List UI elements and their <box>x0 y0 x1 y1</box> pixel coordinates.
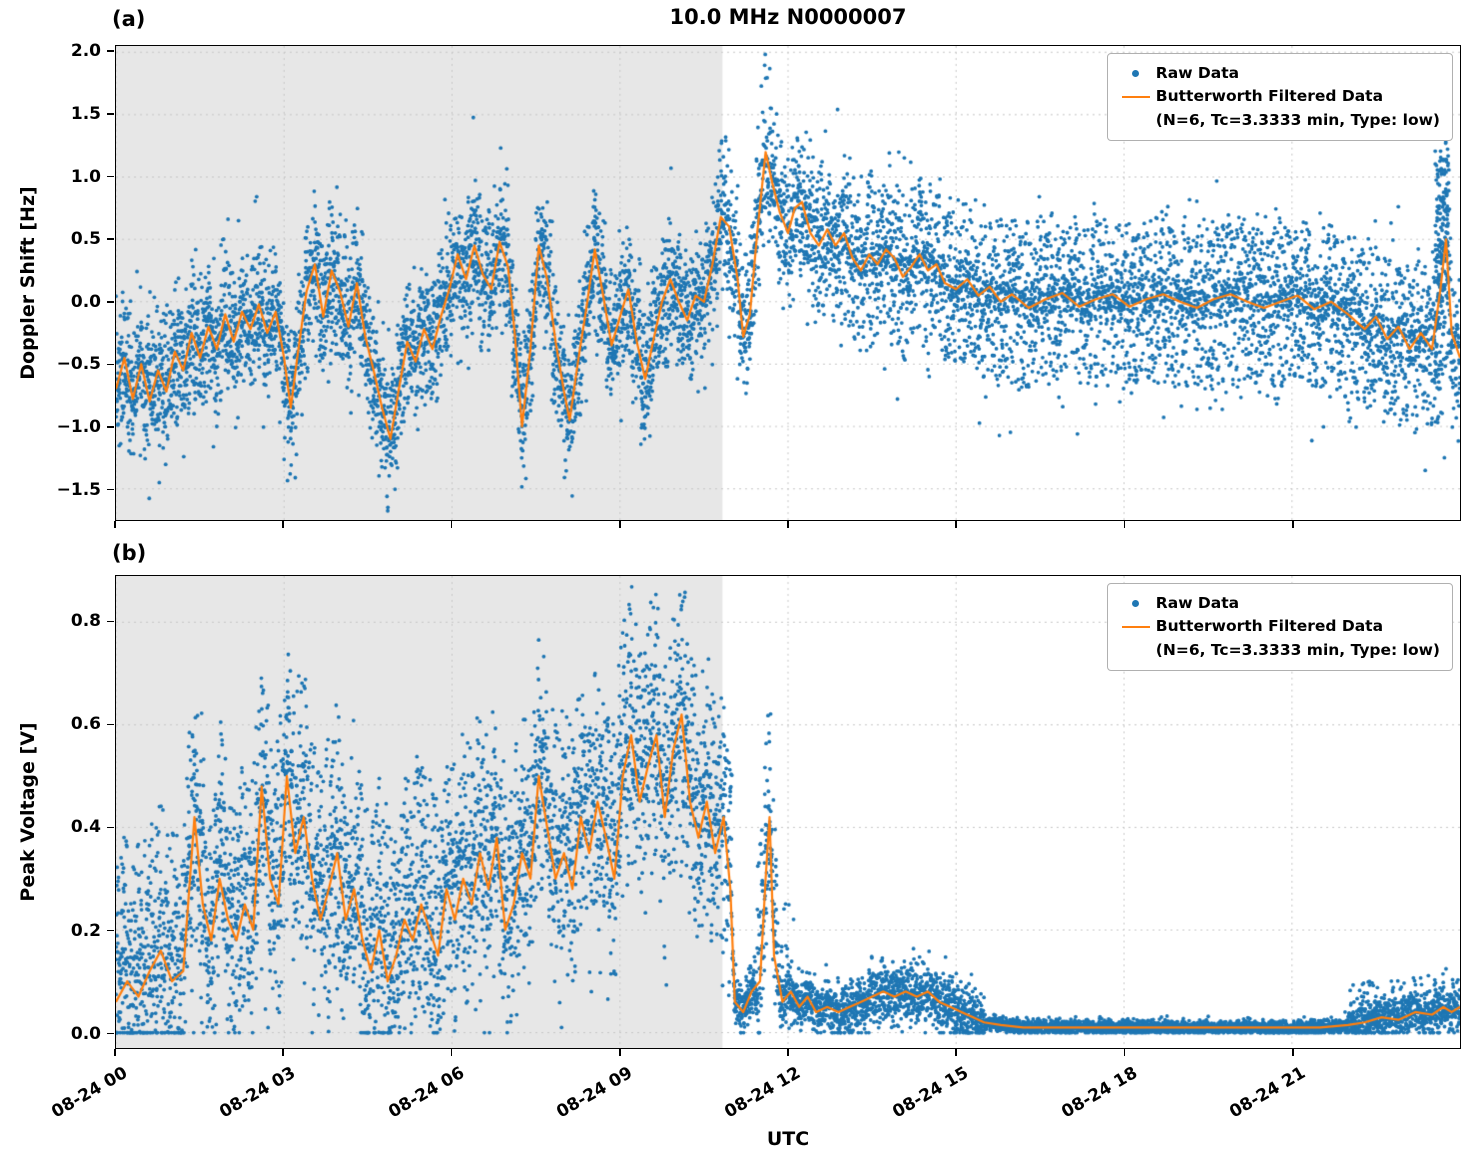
legend-filtered-label: Butterworth Filtered Data <box>1155 617 1384 636</box>
y-tick-label: 0.8 <box>70 611 101 632</box>
raw-data-dot-marker <box>1132 600 1140 608</box>
legend-raw-label: Raw Data <box>1155 594 1240 612</box>
y-tick-mark <box>107 175 114 178</box>
x-tick-mark <box>1291 521 1294 528</box>
x-tick-mark <box>787 521 789 528</box>
y-tick-mark <box>107 363 114 366</box>
y-tick-label: −0.5 <box>56 354 101 375</box>
panel-a-label: (a) <box>112 7 146 31</box>
y-tick-mark <box>107 826 114 829</box>
y-axis-label-voltage: Peak Voltage [V] <box>17 722 39 902</box>
legend-entry-filtered-sub: (N=6, Tc=3.3333 min, Type: low) <box>1116 109 1440 132</box>
filtered-line-marker <box>1121 95 1150 98</box>
legend-raw-label: Raw Data <box>1155 64 1240 82</box>
raw-data-dot-marker <box>1132 70 1140 78</box>
y-tick-mark <box>107 50 114 53</box>
legend-marker-cell <box>1116 70 1156 78</box>
y-tick-mark <box>107 723 114 726</box>
x-tick-mark <box>787 1049 789 1056</box>
y-tick-mark <box>107 929 114 932</box>
y-tick-mark <box>107 300 114 303</box>
legend-entry-filtered-sub: (N=6, Tc=3.3333 min, Type: low) <box>1116 639 1440 662</box>
x-tick-label: 08-24 00 <box>48 1063 131 1123</box>
legend-entry-filtered: Butterworth Filtered Data <box>1116 85 1440 108</box>
x-tick-mark <box>450 521 453 528</box>
legend-filtered-sublabel: (N=6, Tc=3.3333 min, Type: low) <box>1155 640 1440 659</box>
y-tick-label: 2.0 <box>70 41 101 62</box>
x-tick-mark <box>955 521 958 528</box>
legend-marker-cell <box>1116 95 1156 98</box>
x-tick-mark <box>955 1049 958 1056</box>
x-tick-mark <box>282 1049 285 1056</box>
legend-marker-cell <box>1116 625 1156 628</box>
x-axis-label: UTC <box>766 1128 810 1150</box>
panel-b-label: (b) <box>112 541 147 565</box>
y-tick-label: 0.5 <box>70 229 101 250</box>
legend-marker-cell <box>1116 600 1156 608</box>
legend-filtered-label: Butterworth Filtered Data <box>1155 87 1384 106</box>
legend-filtered-sublabel: (N=6, Tc=3.3333 min, Type: low) <box>1155 110 1440 129</box>
x-tick-mark <box>618 1049 621 1056</box>
chart-title: 10.0 MHz N0000007 <box>669 5 907 29</box>
legend-entry-filtered: Butterworth Filtered Data <box>1116 615 1440 638</box>
x-tick-mark <box>618 521 621 528</box>
legend-panel-b: Raw Data Butterworth Filtered Data (N=6,… <box>1106 583 1453 671</box>
x-tick-mark <box>1291 1049 1294 1056</box>
y-tick-mark <box>107 426 114 428</box>
y-tick-mark <box>107 620 114 623</box>
y-tick-label: −1.5 <box>56 479 101 500</box>
x-tick-mark <box>282 521 285 528</box>
x-tick-mark <box>1123 1049 1126 1056</box>
y-tick-label: 0.4 <box>70 817 101 838</box>
y-tick-label: 1.5 <box>70 103 101 124</box>
y-tick-mark <box>107 488 114 491</box>
y-tick-mark <box>107 1032 114 1035</box>
y-tick-mark <box>107 113 114 115</box>
x-tick-mark <box>114 521 116 528</box>
y-tick-label: −1.0 <box>56 417 101 438</box>
y-axis-label-doppler: Doppler Shift [Hz] <box>17 186 39 380</box>
legend-panel-a: Raw Data Butterworth Filtered Data (N=6,… <box>1106 53 1453 141</box>
y-tick-label: 0.6 <box>70 714 101 735</box>
y-tick-mark <box>107 238 114 240</box>
x-tick-mark <box>114 1049 116 1056</box>
y-tick-label: 0.2 <box>70 920 101 941</box>
legend-entry-raw: Raw Data <box>1116 62 1440 85</box>
x-tick-mark <box>1123 521 1126 528</box>
y-tick-label: 0.0 <box>70 291 101 312</box>
y-tick-label: 1.0 <box>70 166 101 187</box>
filtered-line-marker <box>1121 625 1150 628</box>
y-tick-label: 0.0 <box>70 1023 101 1044</box>
x-tick-mark <box>450 1049 453 1056</box>
legend-entry-raw: Raw Data <box>1116 592 1440 615</box>
